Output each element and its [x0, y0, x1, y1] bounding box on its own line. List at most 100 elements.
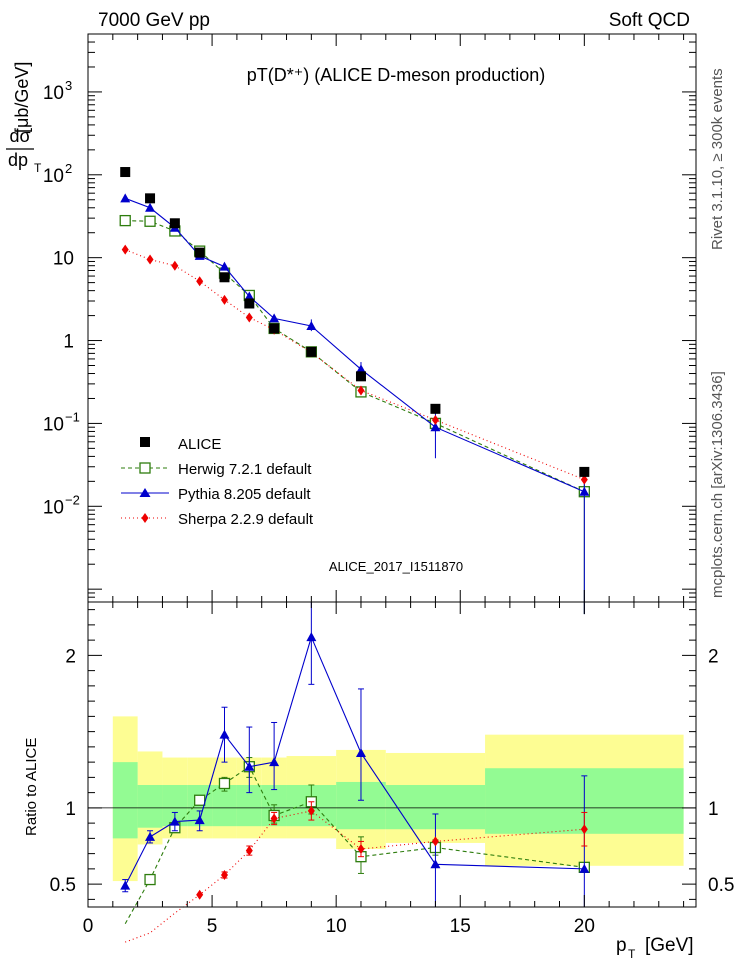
sherpa-ratio-marker: [245, 845, 253, 856]
alice-data-point: [219, 272, 230, 283]
sherpa-main-marker: [245, 312, 253, 323]
herwig-ratio-marker: [218, 777, 231, 790]
alice-data-point: [244, 298, 255, 309]
alice-data-point: [579, 466, 590, 477]
chart-title: pT(D*⁺) (ALICE D-meson production): [247, 65, 546, 85]
alice-data-point: [306, 346, 317, 357]
herwig-main-marker: [119, 214, 131, 227]
header-left: 7000 GeV pp: [98, 10, 210, 31]
sherpa-main-marker: [580, 474, 588, 485]
main-y-tick-label: 10: [43, 414, 64, 435]
herwig-ratio-marker: [194, 794, 206, 806]
main-y-tick-label: 1: [63, 332, 74, 353]
sherpa-ratio-marker: [196, 889, 204, 900]
stat-uncertainty-band: [212, 785, 237, 827]
main-y-tick-exponent: −2: [65, 492, 80, 507]
x-tick-label: 0: [83, 916, 94, 937]
x-tick-label: 5: [207, 916, 218, 937]
main-y-tick-exponent: 3: [65, 78, 72, 93]
alice-data-point: [145, 193, 156, 204]
sherpa-ratio-marker: [307, 805, 315, 816]
main-y-tick-exponent: 2: [65, 161, 72, 176]
ratio-y-tick-label-right: 0.5: [708, 875, 734, 896]
analysis-label: ALICE_2017_I1511870: [329, 559, 463, 574]
pythia-ratio-marker: [194, 815, 205, 825]
main-y-tick-label: 10: [43, 497, 64, 518]
sherpa-ratio-marker: [431, 836, 439, 847]
stat-uncertainty-band: [112, 762, 138, 839]
svg-text:dσ: dσ: [9, 126, 30, 146]
main-y-axis-label: dσ dp T [μb/GeV]: [6, 62, 42, 175]
pythia-ratio-marker: [430, 859, 441, 869]
x-tick-label: 15: [450, 916, 471, 937]
ratio-y-axis-label: Ratio to ALICE: [23, 738, 40, 836]
legend-pythia-marker: [139, 488, 151, 497]
pythia-ratio-marker: [244, 761, 255, 771]
legend-sherpa-label: Sherpa 2.2.9 default: [178, 511, 314, 528]
legend-herwig-marker: [139, 462, 151, 474]
sherpa-ratio-marker: [220, 869, 228, 880]
main-y-tick-label: 10: [53, 249, 74, 270]
ratio-y-tick-label-right: 2: [708, 646, 719, 667]
stat-uncertainty-band: [137, 785, 163, 828]
sherpa-ratio-marker: [270, 813, 278, 824]
legend-herwig-label: Herwig 7.2.1 default: [178, 461, 312, 478]
main-y-tick-label: 10: [43, 166, 64, 187]
main-panel-marks: [119, 167, 590, 615]
sherpa-main-marker: [171, 260, 179, 271]
pythia-ratio-marker: [219, 729, 230, 739]
sherpa-main-marker: [196, 276, 204, 287]
pythia-ratio-marker: [306, 632, 317, 642]
ratio-uncertainty-bands: [112, 716, 684, 882]
pythia-main-marker: [120, 193, 131, 203]
pythia-ratio-marker: [269, 757, 280, 767]
svg-text:T: T: [34, 161, 42, 175]
pythia-ratio-marker: [145, 831, 156, 841]
x-tick-label: 10: [326, 916, 347, 937]
ratio-panel-frame: [87, 601, 697, 908]
pythia-main-marker: [219, 261, 230, 271]
pythia-main-marker: [145, 202, 156, 212]
ratio-y-tick-label: 0.5: [50, 875, 76, 896]
pythia-main-marker: [430, 422, 441, 432]
svg-text:[GeV]: [GeV]: [645, 935, 694, 956]
pythia-ratio-marker: [120, 880, 131, 890]
alice-data-point: [430, 403, 441, 414]
pythia-ratio-marker: [169, 816, 180, 826]
alice-data-point: [169, 218, 180, 229]
legend-alice-marker: [140, 437, 150, 447]
alice-data-point: [355, 371, 366, 382]
side-label-bottom: mcplots.cern.ch [arXiv:1306.3436]: [709, 371, 726, 598]
header-right: Soft QCD: [609, 10, 690, 31]
ratio-y-tick-label-right: 1: [708, 799, 719, 820]
alice-data-point: [194, 247, 205, 258]
legend-sherpa-marker: [141, 513, 149, 523]
svg-text:p: p: [616, 935, 627, 956]
sherpa-ratio-marker: [580, 824, 588, 835]
sherpa-ratio-marker: [357, 844, 365, 855]
ratio-y-tick-label: 1: [65, 799, 76, 820]
x-tick-label: 20: [574, 916, 595, 937]
herwig-main-marker: [144, 215, 156, 227]
svg-text:T: T: [628, 947, 636, 961]
sherpa-main-marker: [220, 294, 228, 305]
svg-text:[μb/GeV]: [μb/GeV]: [12, 62, 32, 133]
sherpa-main-marker: [121, 244, 129, 255]
sherpa-main-marker: [146, 254, 154, 265]
alice-data-point: [269, 323, 280, 334]
svg-text:dp: dp: [8, 150, 28, 170]
x-axis-label: p T [GeV]: [616, 935, 694, 961]
herwig-ratio-marker: [144, 873, 156, 886]
ratio-panel-marks: [120, 601, 590, 943]
legend: ALICE Herwig 7.2.1 default Pythia 8.205 …: [121, 436, 314, 528]
pythia-main-marker: [306, 320, 317, 330]
pythia-main-marker: [579, 486, 590, 496]
sherpa-main-marker: [431, 414, 439, 425]
pythia-ratio-marker: [579, 863, 590, 873]
legend-alice-label: ALICE: [178, 436, 221, 453]
side-label-top: Rivet 3.1.10, ≥ 300k events: [709, 68, 726, 250]
sherpa-main-marker: [357, 385, 365, 396]
pythia-main-marker: [355, 364, 366, 374]
pythia-main-marker: [244, 291, 255, 301]
